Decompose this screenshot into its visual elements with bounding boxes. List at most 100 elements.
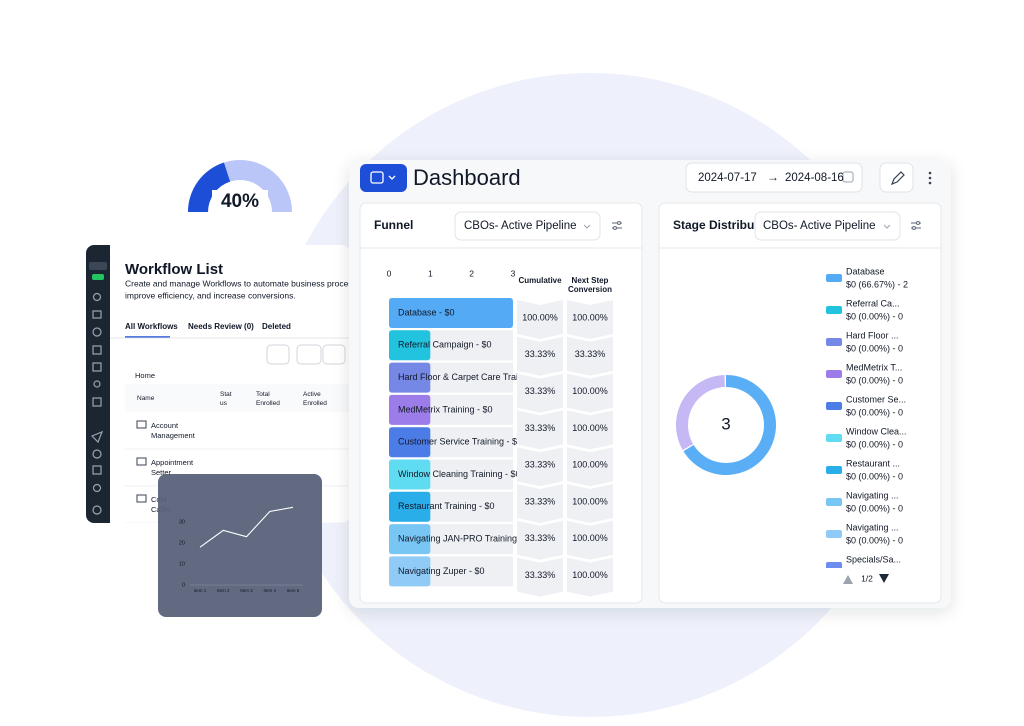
stage-label: Hard Floor & Carpet Care Training - $0 — [398, 372, 553, 382]
pipeline-label: CBOs- Active Pipeline — [763, 220, 876, 232]
filter-icon[interactable] — [612, 220, 622, 231]
pct-cell — [517, 484, 563, 523]
pct-value: 33.33% — [525, 386, 556, 396]
pipeline-select[interactable] — [754, 211, 901, 241]
y-tick-label: 30 — [179, 519, 185, 525]
x-tick-label: 2 — [469, 268, 474, 278]
pct-value: 100.00% — [572, 312, 608, 322]
legend-name: Database — [846, 266, 885, 276]
legend-swatch — [826, 338, 842, 346]
pct-value: 100.00% — [522, 312, 558, 322]
pct-cell — [517, 373, 563, 413]
legend-name: Navigating ... — [846, 490, 899, 500]
pct-value: 100.00% — [572, 460, 608, 470]
donut-total: 3 — [721, 414, 730, 433]
dashboard-title: Dashboard — [413, 165, 521, 190]
funnel-bar — [389, 491, 431, 522]
x-tick-label: Item 1 — [194, 588, 207, 593]
legend-value: $0 (0.00%) - 0 — [846, 343, 903, 353]
tab[interactable]: Needs Review (0) — [188, 322, 254, 331]
legend-swatch — [826, 306, 842, 314]
date-range[interactable] — [685, 162, 863, 193]
sidebar-icons — [90, 292, 104, 515]
pct-value: 100.00% — [572, 533, 608, 543]
pct-value: 100.00% — [572, 386, 608, 396]
column-header: Stat us — [220, 391, 232, 407]
legend-value: $0 (0.00%) - 0 — [846, 375, 903, 385]
workflow-subtitle: Create and manage Workflows to automate … — [125, 278, 357, 288]
chevron — [883, 224, 891, 229]
stage-label: Window Cleaning Training - $0 — [398, 469, 521, 479]
funnel-bar — [389, 524, 431, 555]
x-tick-label: Item 4 — [263, 588, 276, 593]
mini-chart: 0 10 20 30 Item 1 Item 2 Item 3 Item 4 Item 5 — [158, 474, 322, 617]
date-to: 2024-08-16 — [785, 172, 844, 184]
toolbar-button[interactable] — [296, 344, 322, 365]
table-header-bg — [125, 384, 350, 412]
sidebar — [86, 245, 110, 523]
pct-value: 100.00% — [572, 570, 608, 580]
legend-name: Hard Floor ... — [846, 330, 899, 340]
stage-label: Customer Service Training - $0 — [398, 437, 522, 447]
arrow: → — [767, 170, 779, 184]
tab[interactable]: All Workflows — [125, 322, 178, 331]
y-tick-label: 10 — [179, 561, 185, 567]
x-tick-label: 1 — [428, 268, 433, 278]
pct-value: 33.33% — [525, 460, 556, 470]
page-indicator: 1/2 — [861, 573, 873, 583]
legend-value: $0 (0.00%) - 0 — [846, 503, 903, 513]
date-from: 2024-07-17 — [698, 172, 757, 184]
kebab-menu[interactable] — [928, 171, 932, 185]
donut-segment — [676, 375, 725, 450]
funnel-bar — [389, 330, 431, 361]
x-tick-label: Item 2 — [217, 588, 230, 593]
pipeline-label: CBOs- Active Pipeline — [464, 220, 577, 232]
pct-value: 33.33% — [525, 423, 556, 433]
pct-cell — [517, 300, 563, 339]
toolbar-button[interactable] — [322, 344, 346, 365]
legend-name: Window Clea... — [846, 426, 907, 436]
funnel-bar — [389, 556, 431, 587]
page-down[interactable] — [879, 574, 889, 583]
column-header: Active Enrolled — [303, 391, 327, 407]
x-tick-label: 0 — [387, 268, 392, 278]
workflow-title: Workflow List — [125, 261, 223, 278]
legend-swatch — [826, 402, 842, 410]
pct-cell — [567, 520, 613, 560]
pct-value: 33.33% — [525, 496, 556, 506]
pct-cell — [567, 557, 613, 597]
pct-cell — [517, 336, 563, 376]
y-tick-label: 20 — [179, 540, 185, 546]
funnel-bars: Database - $0 Referral Campaign - $0 Hard … — [389, 298, 553, 587]
stage-label: MedMetrix Training - $0 — [398, 404, 493, 414]
column-header: Cumulative — [518, 276, 562, 285]
pct-cell — [567, 336, 613, 376]
legend-value: $0 (66.67%) - 2 — [846, 279, 908, 289]
stage-label: Referral Campaign - $0 — [398, 340, 492, 350]
tab[interactable]: Deleted — [262, 322, 291, 331]
y-tick-label: 0 — [182, 582, 185, 588]
page-up[interactable] — [843, 575, 853, 584]
edit-button[interactable] — [879, 162, 914, 193]
folder-icon — [136, 420, 147, 429]
workflow-name[interactable]: Account Management — [151, 421, 196, 440]
column-header: Conversion — [568, 285, 612, 294]
legend-swatch — [826, 274, 842, 282]
legend-swatch — [826, 530, 842, 538]
legend-swatch — [826, 370, 842, 378]
workflow-name[interactable]: Appointment Setter — [151, 458, 194, 477]
pct-cell — [567, 447, 613, 487]
legend-value: $0 (0.00%) - 0 — [846, 407, 903, 417]
legend: Database $0 (66.67%) - 2 Referral Ca... $0 … — [826, 266, 908, 568]
stage-label: Navigating JAN-PRO Training - $0 — [398, 533, 535, 543]
pct-cell — [567, 300, 613, 339]
chevron — [388, 175, 396, 180]
pct-cell — [567, 373, 613, 413]
legend-name: Restaurant ... — [846, 458, 900, 468]
column-header: Next Step — [572, 276, 609, 285]
x-tick-label: Item 5 — [287, 588, 300, 593]
filter-icon[interactable] — [911, 220, 921, 231]
pct-cell — [517, 447, 563, 487]
pipeline-select[interactable] — [454, 211, 601, 241]
toolbar-button[interactable] — [266, 344, 290, 365]
